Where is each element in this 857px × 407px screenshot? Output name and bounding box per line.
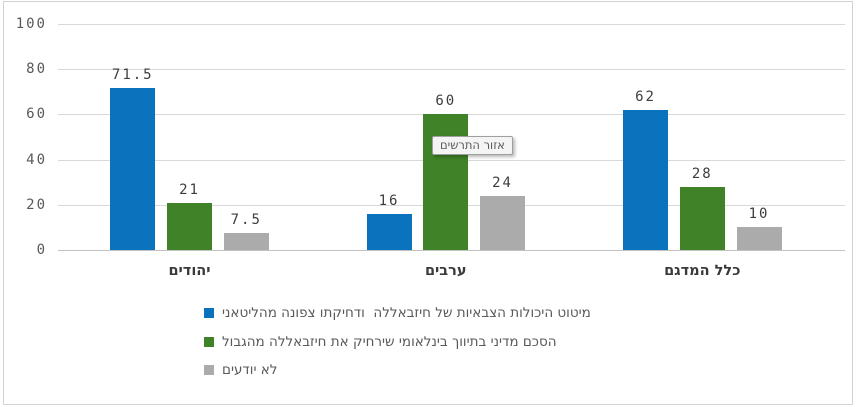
bar-value-label: 60 (435, 93, 457, 110)
bar-value-label: 10 (748, 206, 770, 223)
x-axis-category-label: ערבים (424, 263, 467, 279)
y-axis-tick-label: 0 (36, 242, 47, 258)
bar-series3-cat3[interactable] (736, 227, 782, 250)
bar-value-label: 62 (635, 88, 656, 105)
legend-item[interactable]: מיטוט היכולות הצבאיות של חיזבאללה ודחיקת… (204, 303, 591, 323)
bar-value-label: 21 (179, 181, 200, 198)
legend-marker-icon (204, 308, 214, 318)
bar-value-label: 71.5 (111, 67, 154, 84)
legend-marker-icon (204, 336, 214, 347)
legend-marker-icon (204, 365, 214, 375)
bar-series2-cat1[interactable] (167, 202, 212, 250)
y-axis-tick-label: 60 (26, 106, 47, 122)
legend-label: מיטוט היכולות הצבאיות של חיזבאללה ודחיקת… (222, 305, 591, 321)
bar-value-label: 24 (492, 174, 513, 191)
chart-legend: מיטוט היכולות הצבאיות של חיזבאללה ודחיקת… (204, 303, 591, 389)
chart-area-tooltip: אזור התרשים (432, 136, 513, 155)
bar-value-label: 28 (691, 165, 713, 182)
bar-series3-cat1[interactable] (223, 233, 269, 250)
legend-item[interactable]: הסכם מדיני בתיווך בינלאומי שירחיק את חיז… (204, 332, 591, 352)
y-axis-tick-label: 40 (26, 152, 47, 168)
bar-series1-cat1[interactable] (110, 88, 156, 250)
y-axis-tick-label: 20 (26, 197, 47, 213)
legend-item[interactable]: לא יודעים (204, 360, 591, 380)
bar-value-label: 7.5 (230, 212, 262, 229)
legend-label: לא יודעים (222, 362, 278, 378)
x-axis-category-label: יהודים (168, 263, 211, 279)
bar-series1-cat2[interactable] (366, 213, 412, 250)
gridline (58, 69, 845, 70)
legend-label: הסכם מדיני בתיווך בינלאומי שירחיק את חיז… (222, 333, 557, 350)
bar-series1-cat3[interactable] (623, 109, 668, 250)
gridline (58, 24, 845, 25)
bar-series3-cat2[interactable] (480, 195, 525, 250)
x-axis-line (58, 250, 845, 251)
x-axis-category-label: כלל המדגם (664, 263, 741, 279)
bar-series2-cat3[interactable] (679, 186, 725, 250)
bar-value-label: 16 (378, 192, 400, 209)
y-axis-tick-label: 80 (26, 61, 47, 77)
y-axis-tick-label: 100 (15, 16, 47, 32)
